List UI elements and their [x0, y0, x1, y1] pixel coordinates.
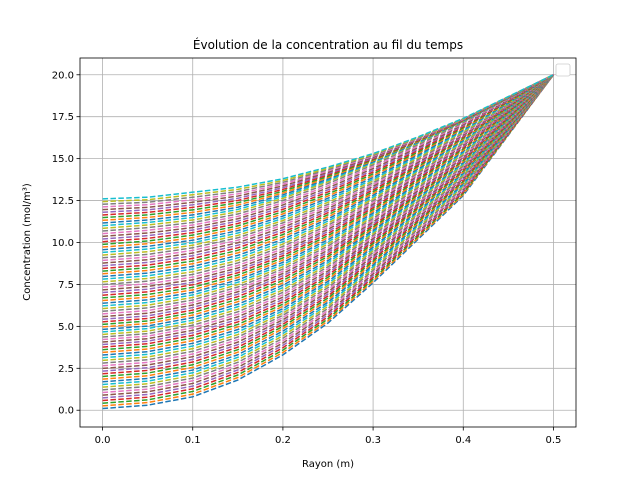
x-tick-label: 0.0: [95, 435, 111, 446]
concentration-curve: [102, 74, 554, 251]
concentration-curve: [102, 74, 554, 256]
y-tick-label: 12.5: [52, 196, 74, 207]
y-tick-label: 2.5: [58, 364, 74, 375]
concentration-curve: [102, 74, 554, 227]
y-tick-label: 10.0: [52, 238, 74, 249]
y-tick-label: 17.5: [52, 112, 74, 123]
concentration-curve: [102, 74, 555, 372]
concentration-curve: [102, 74, 554, 294]
curves: [102, 74, 555, 410]
concentration-curve: [102, 74, 554, 238]
concentration-curve: [102, 74, 554, 331]
concentration-curve: [102, 74, 555, 407]
concentration-curve: [102, 74, 554, 240]
concentration-curve: [102, 74, 554, 235]
x-axis-ticks: 0.0 0.1 0.2 0.3 0.4 0.5: [95, 427, 562, 446]
concentration-curve: [102, 74, 554, 283]
x-tick-label: 0.5: [546, 435, 562, 446]
concentration-curve: [102, 74, 555, 391]
y-axis-ticks: 0.0 2.5 5.0 7.5 10.0 12.5 15.0 17.5 20.0: [52, 70, 80, 417]
y-tick-label: 0.0: [58, 406, 74, 417]
concentration-curve: [102, 74, 555, 367]
concentration-curve: [102, 74, 554, 280]
concentration-curve: [102, 74, 555, 370]
x-tick-label: 0.1: [185, 435, 201, 446]
concentration-curve: [102, 74, 554, 310]
chart-title: Évolution de la concentration au fil du …: [193, 37, 463, 52]
concentration-curve: [102, 74, 554, 278]
concentration-curve: [102, 74, 555, 351]
concentration-curve: [102, 74, 555, 375]
concentration-curve: [102, 74, 555, 396]
concentration-curve: [102, 74, 554, 333]
concentration-curve: [102, 74, 554, 328]
y-tick-label: 5.0: [58, 322, 74, 333]
concentration-curve: [102, 74, 555, 356]
concentration-curve: [102, 74, 554, 224]
concentration-curve: [102, 74, 554, 243]
concentration-curve: [102, 74, 554, 216]
concentration-curve: [102, 74, 554, 248]
concentration-curve: [102, 74, 555, 394]
concentration-curve: [102, 74, 554, 246]
x-tick-label: 0.2: [275, 435, 291, 446]
concentration-curve: [102, 74, 554, 219]
concentration-curve: [102, 74, 554, 222]
x-tick-label: 0.3: [365, 435, 381, 446]
concentration-curve: [102, 74, 554, 200]
concentration-curve: [102, 74, 555, 410]
y-axis-label: Concentration (mol/m³): [22, 183, 33, 301]
x-tick-label: 0.4: [455, 435, 471, 446]
concentration-curve: [102, 74, 555, 354]
concentration-curve: [102, 74, 554, 326]
y-tick-label: 20.0: [52, 70, 74, 81]
concentration-curve: [102, 74, 554, 302]
concentration-curve: [102, 74, 554, 296]
concentration-curve: [102, 74, 554, 304]
concentration-curve: [102, 74, 554, 299]
concentration-curve: [102, 74, 554, 254]
x-axis-label: Rayon (m): [302, 459, 354, 470]
concentration-curve: [102, 74, 554, 275]
concentration-curve: [102, 74, 554, 348]
concentration-curve: [102, 74, 554, 259]
y-tick-label: 15.0: [52, 154, 74, 165]
concentration-curve: [102, 74, 555, 388]
y-tick-label: 7.5: [58, 280, 74, 291]
legend-box: [555, 63, 571, 77]
concentration-curve: [102, 74, 554, 307]
